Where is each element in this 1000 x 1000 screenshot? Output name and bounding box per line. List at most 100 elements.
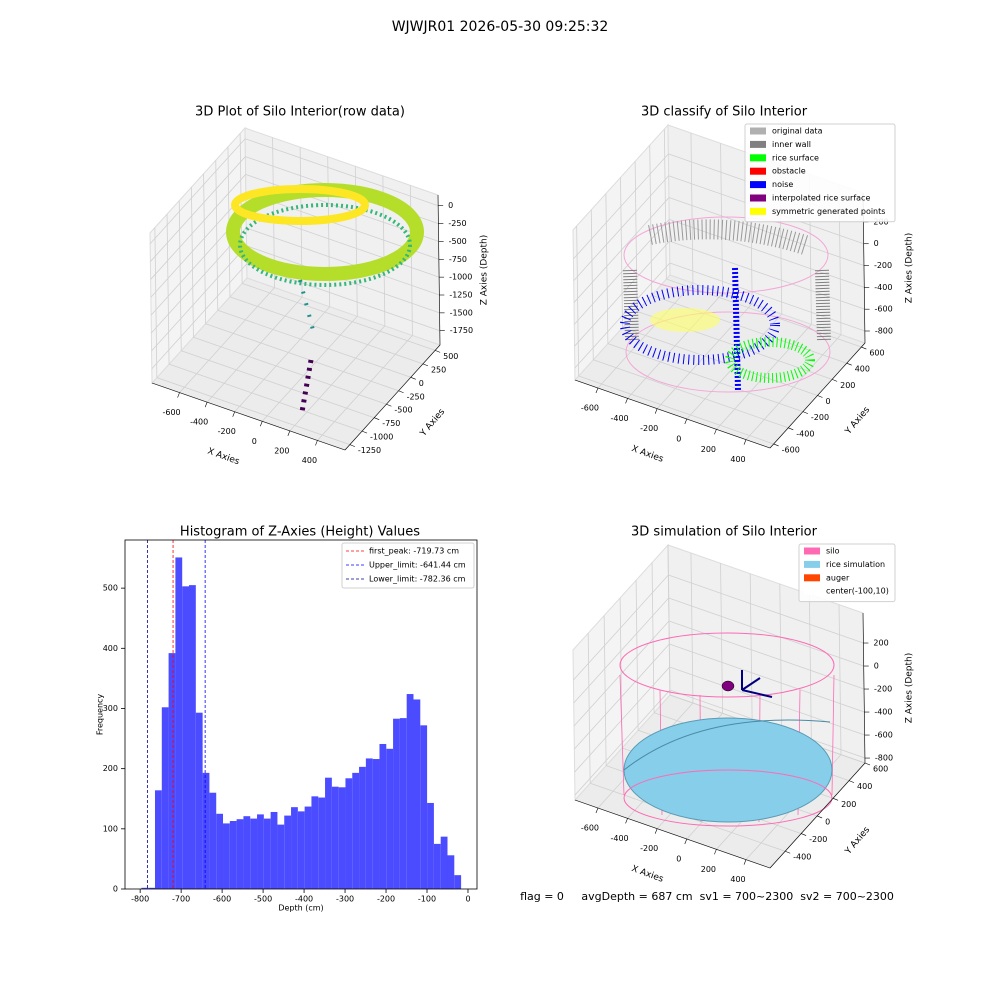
x-tick [595, 387, 599, 394]
bar [182, 586, 190, 889]
bar [297, 811, 305, 889]
grid-line [193, 336, 387, 405]
rice-surface [623, 719, 831, 771]
rice [725, 337, 815, 383]
z-tick-label: -1500 [450, 308, 473, 317]
y-tick-label: 0 [113, 885, 118, 894]
bar [399, 718, 407, 889]
y-tick-label: -400 [796, 429, 814, 438]
bar [141, 887, 149, 889]
x-tick [654, 408, 658, 414]
z-axis-label: Z Axies (Depth) [905, 233, 915, 304]
legend-label: rice surface [772, 153, 819, 162]
x-tick-label: -400 [610, 414, 628, 423]
x-tick [743, 859, 747, 865]
legend-box [744, 123, 896, 223]
y-tick [861, 346, 867, 350]
y-axis-label: Y Axies [418, 407, 447, 439]
y-tick-label: -250 [407, 392, 425, 401]
x-tick-label: -200 [377, 895, 395, 904]
y-tick-label: 200 [840, 381, 855, 390]
x-tick-label: -400 [610, 834, 628, 843]
legend-label: auger [826, 573, 850, 582]
y-tick [349, 444, 355, 447]
z-tick-label: -1000 [449, 273, 472, 282]
x-tick-label: 0 [465, 895, 470, 904]
bar [440, 836, 448, 889]
z-axis-label: Z Axies (Depth) [480, 235, 490, 306]
grid-line [573, 620, 670, 727]
cloud [238, 203, 412, 287]
cloud [298, 279, 315, 331]
y-tick [817, 395, 823, 398]
bar [352, 772, 360, 889]
y-tick-label: -200 [811, 413, 829, 422]
y-tick-label: 200 [103, 764, 118, 773]
grid-line [749, 573, 753, 724]
grid-line [622, 327, 818, 396]
z-tick-label: -400 [874, 708, 892, 717]
grid-line [649, 145, 653, 296]
bar [148, 887, 155, 889]
grid-line [669, 240, 865, 310]
axis-line [862, 612, 866, 764]
y-tick [422, 363, 429, 367]
grid-line [151, 263, 248, 369]
legend-label: rice simulation [826, 560, 885, 569]
x-tick-label: -200 [640, 424, 658, 433]
grid-line [574, 240, 670, 347]
legend-label: original data [772, 127, 823, 136]
x-tick [743, 439, 747, 445]
bar [338, 787, 346, 889]
grid-line [667, 544, 671, 696]
bar [175, 557, 183, 889]
grid-line [666, 278, 862, 348]
bar [433, 843, 441, 889]
grid-line [690, 132, 694, 284]
x-tick-label: -600 [213, 895, 231, 904]
x-tick-label: -300 [336, 895, 354, 904]
legend-patch [750, 194, 766, 202]
legend-patch [804, 547, 820, 555]
axis-line [344, 344, 441, 451]
x-tick-label: -600 [162, 408, 180, 417]
legend-label: symmetric generated points [772, 207, 885, 216]
x-axis-label: X Axies [630, 864, 665, 885]
bar [202, 772, 210, 889]
z-tick-label: -750 [449, 255, 467, 264]
bar [304, 806, 312, 889]
x-tick [287, 430, 291, 436]
y-tick-label: -1000 [370, 433, 393, 442]
y-tick-label: 300 [103, 704, 118, 713]
chart-title: 3D simulation of Silo Interior [631, 525, 818, 540]
cloud [231, 185, 369, 225]
z-axis-label: Z Axies (Depth) [905, 653, 915, 724]
legend-box [341, 542, 475, 589]
grid-line [574, 262, 671, 369]
y-tick [816, 815, 823, 819]
y-tick [410, 377, 416, 380]
grid-line [149, 138, 246, 244]
grid-line [327, 156, 331, 307]
silo [619, 632, 835, 698]
grid-line [245, 138, 439, 207]
grid-line [573, 197, 670, 303]
x-tick [714, 849, 717, 855]
grid-line [720, 143, 723, 294]
grid-line [574, 643, 670, 750]
y-tick [846, 362, 852, 366]
wire [625, 311, 831, 393]
bar [331, 786, 339, 889]
x-tick-label: -500 [254, 895, 272, 904]
y-tick-label: 500 [103, 584, 118, 593]
x-tick-label: -600 [581, 824, 599, 833]
wire [623, 216, 829, 294]
grid-line [179, 287, 275, 393]
grid-line [205, 323, 399, 392]
z-tick-label: 0 [874, 662, 879, 671]
grid-line [234, 306, 331, 412]
bar [284, 815, 292, 889]
y-tick-label: 400 [857, 782, 872, 791]
bar [250, 818, 258, 889]
grid-line [668, 574, 864, 644]
